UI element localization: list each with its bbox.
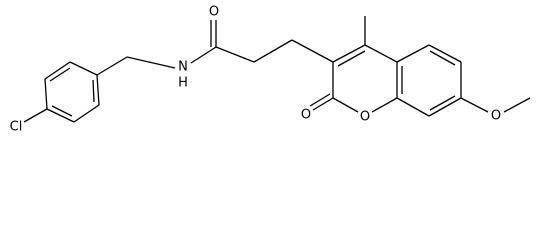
bond [396, 97, 430, 117]
chemical-structure: Cl N H O O O O [10, 5, 531, 135]
bond [23, 108, 48, 123]
bonds [23, 16, 531, 123]
bond [312, 97, 334, 111]
bond [332, 97, 359, 113]
bond [44, 61, 71, 80]
bond-inner [429, 95, 456, 111]
bond-inner [337, 50, 366, 67]
bond [96, 56, 128, 76]
bond-inner [309, 93, 331, 107]
atom-label: O [491, 109, 501, 124]
atom-label: O [360, 110, 370, 125]
bond [428, 97, 462, 117]
bond [69, 61, 98, 76]
bond-inner [429, 50, 456, 66]
atom-label: Cl [10, 120, 23, 135]
bond [46, 108, 75, 123]
atom-label: H [178, 76, 188, 91]
bond [190, 46, 217, 64]
bond-inner [49, 67, 71, 82]
bond [44, 78, 48, 110]
bond [396, 44, 430, 63]
bond [503, 97, 531, 113]
bond [371, 97, 398, 113]
bond-inner [51, 105, 73, 117]
bond [126, 56, 176, 69]
atom-label: N [178, 60, 188, 75]
bond [364, 44, 398, 63]
bond [73, 104, 100, 123]
bond [215, 46, 255, 63]
bond [291, 39, 334, 63]
bond [332, 44, 366, 63]
bond [253, 39, 293, 63]
atom-label: O [301, 108, 311, 123]
bond [460, 97, 489, 113]
bond-inner [92, 79, 95, 103]
bond [96, 74, 100, 106]
atom-label: O [209, 5, 219, 20]
atom-labels: Cl N H O O O O [10, 5, 501, 135]
bond [428, 44, 462, 63]
